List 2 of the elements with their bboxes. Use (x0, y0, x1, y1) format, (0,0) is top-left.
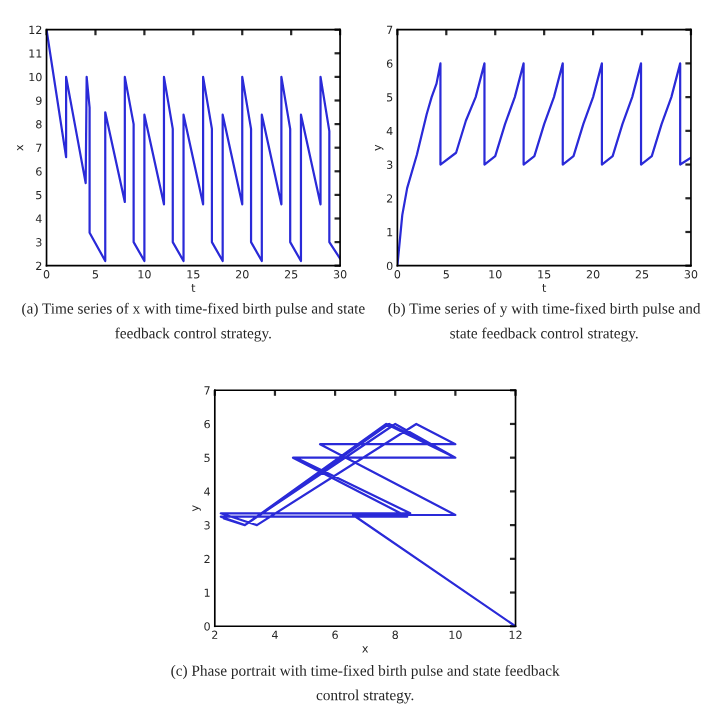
line-series (219, 422, 516, 627)
line-series (46, 29, 341, 263)
